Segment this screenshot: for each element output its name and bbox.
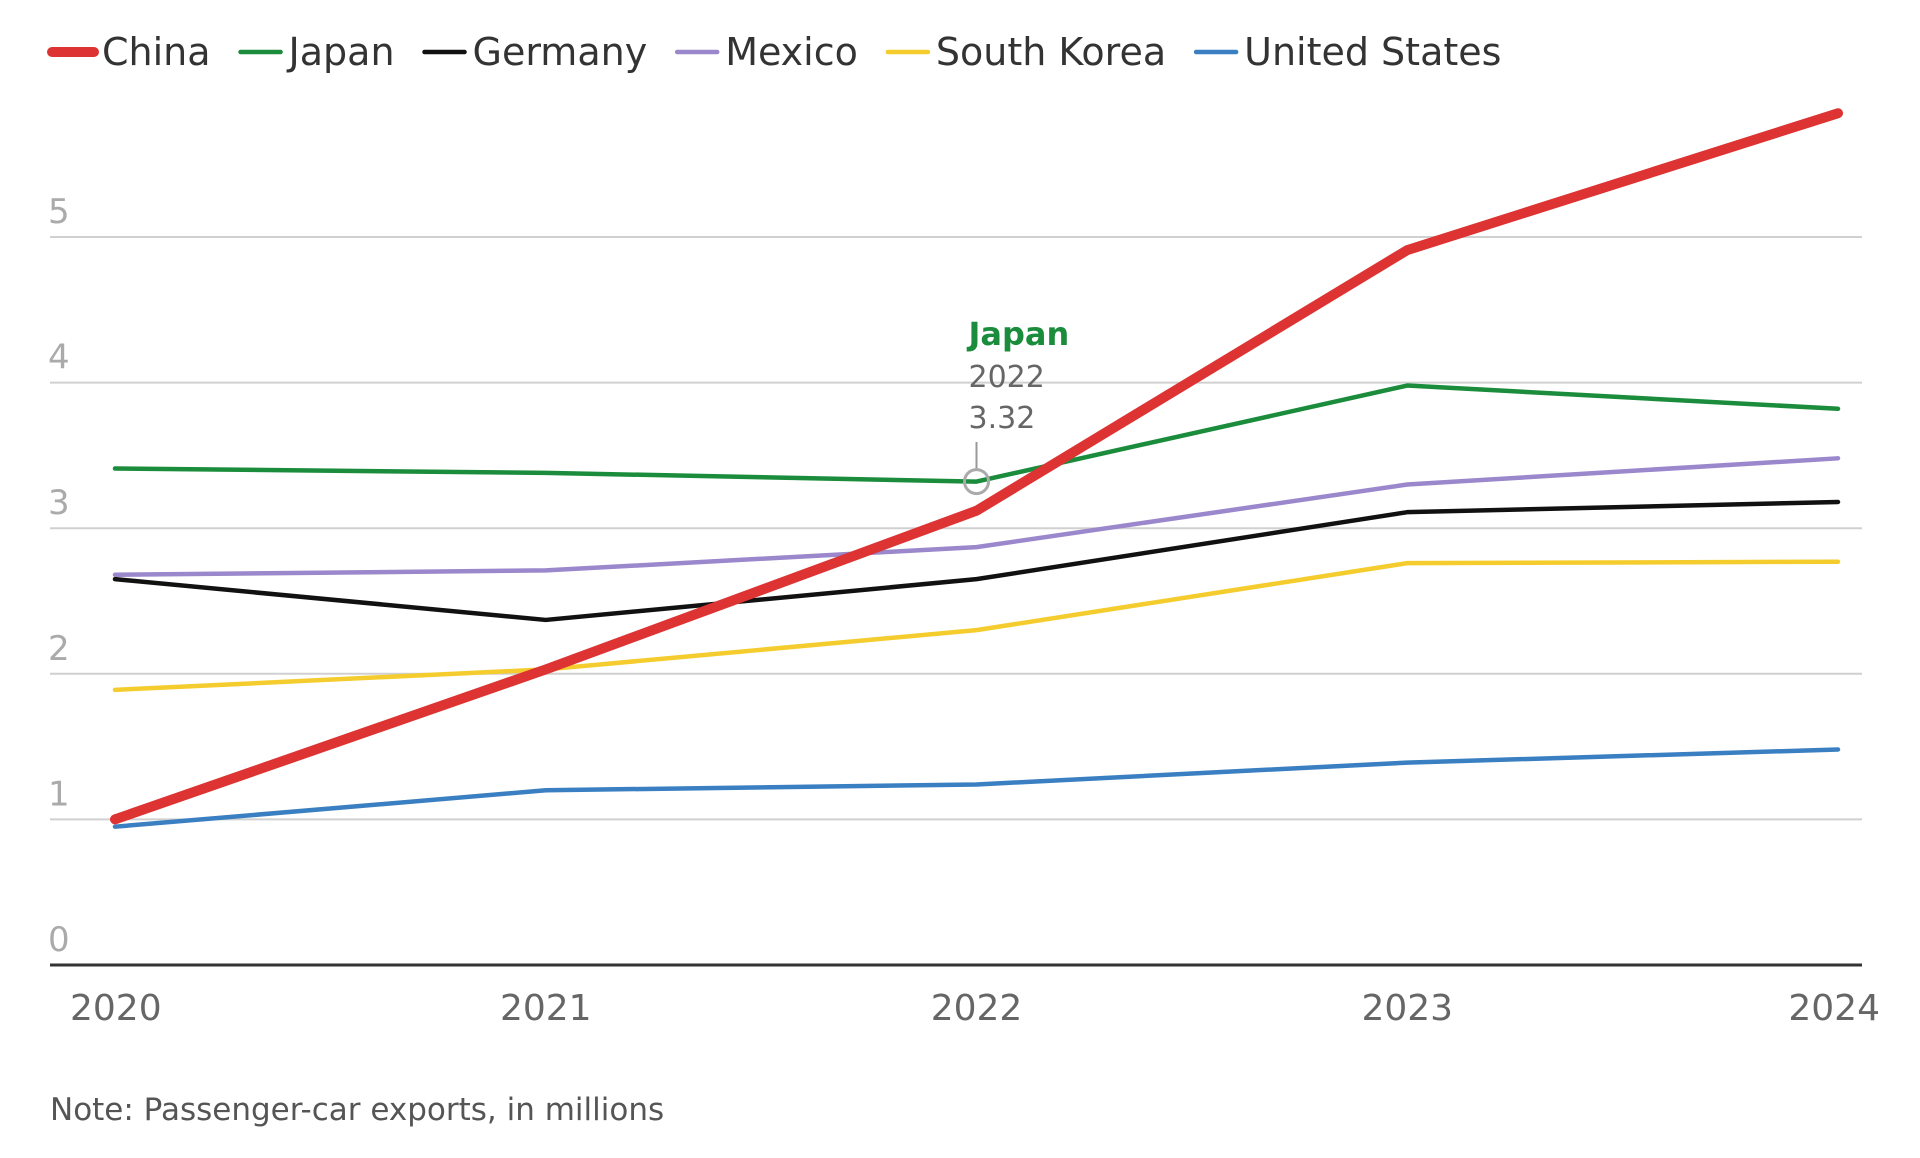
series-line-united-states [112, 747, 1841, 829]
x-axis: 2020 2021 2022 2023 2024 [50, 963, 1880, 1029]
series-line-south-korea [112, 559, 1841, 693]
x-tick-2022: 2022 [931, 988, 1023, 1029]
series-line-germany [112, 499, 1841, 623]
y-tick-5: 5 [48, 192, 70, 232]
annotation-marker [963, 468, 990, 496]
y-tick-2: 2 [48, 629, 70, 669]
x-tick-2024: 2024 [1788, 988, 1880, 1029]
x-tick-2021: 2021 [500, 988, 592, 1029]
series-line-japan [112, 383, 1841, 484]
legend: China Japan Germany Mexico South Korea United… [47, 30, 1501, 74]
annotation-series-label: Japan [967, 315, 1070, 353]
y-tick-0: 0 [48, 920, 70, 960]
legend-label-china: China [102, 30, 211, 74]
annotation-x-label: 2022 [969, 360, 1045, 395]
series-lines [110, 108, 1843, 829]
x-tick-2023: 2023 [1361, 988, 1453, 1029]
legend-label-mexico: Mexico [725, 30, 858, 74]
gridlines [50, 236, 1862, 821]
y-tick-1: 1 [48, 774, 70, 814]
annotation-value-label: 3.32 [969, 401, 1036, 436]
chart-note: Note: Passenger-car exports, in millions [50, 1092, 664, 1128]
series-line-mexico [112, 456, 1841, 578]
hover-annotation: Japan 2022 3.32 [963, 315, 1070, 496]
y-tick-3: 3 [48, 483, 70, 523]
legend-label-south-korea: South Korea [936, 30, 1166, 74]
y-axis: 0 1 2 3 4 5 [48, 192, 70, 960]
x-tick-2020: 2020 [70, 988, 162, 1029]
series-line-china [110, 108, 1843, 825]
legend-label-united-states: United States [1244, 30, 1501, 74]
legend-label-germany: Germany [473, 30, 648, 74]
legend-label-japan: Japan [287, 30, 395, 74]
y-tick-4: 4 [48, 338, 70, 378]
